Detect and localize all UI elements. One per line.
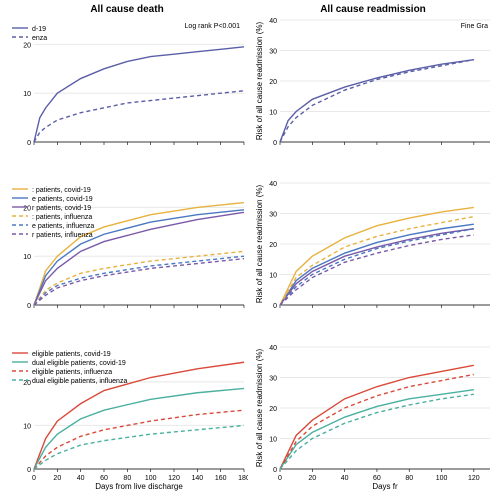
panel-r3c2: 0 10 20 30 40 0 20 40 60 80 100 120 Risk of all caus… [252,333,494,494]
chart-svg: 0 10 20 30 40 Risk of all cause readmission (… [252,169,494,327]
svg-text:Log rank P<0.001: Log rank P<0.001 [185,23,241,30]
svg-text:: patients, covid-19: : patients, covid-19 [32,187,91,194]
panel-r2c1: 01020: patients, covid-19e patients, cov… [6,169,248,330]
svg-text:20: 20 [269,79,277,86]
panel-r2c2: 0 10 20 30 40 Risk of all cause readmission (… [252,169,494,330]
svg-text:160: 160 [215,475,227,482]
svg-text:120: 120 [468,475,480,482]
svg-text:10: 10 [23,91,31,98]
svg-text:140: 140 [191,475,203,482]
svg-text:enza: enza [32,35,47,42]
svg-text:30: 30 [269,212,277,219]
col-title-right: All cause readmission [252,4,494,15]
svg-text:e patients, covid-19: e patients, covid-19 [32,196,93,203]
svg-text:Risk of all cause readmission: Risk of all cause readmission (%) [255,22,264,141]
panel-r1c2: All cause readmission 0 10 20 30 40 Risk of a… [252,6,494,167]
svg-text:eligible patients, influenza: eligible patients, influenza [32,369,112,376]
panel-r1c1: All cause death 0 10 20 Log rank P<0.001 d-1… [6,6,248,167]
svg-text:100: 100 [436,475,448,482]
svg-text:Days fr: Days fr [372,482,398,491]
svg-text:180: 180 [238,475,248,482]
svg-text:20: 20 [23,380,31,387]
svg-text:0: 0 [273,467,277,474]
svg-text:0: 0 [273,140,277,147]
svg-text:0: 0 [27,467,31,474]
svg-text:20: 20 [53,475,61,482]
svg-text:eligible patients, covid-19: eligible patients, covid-19 [32,351,111,358]
svg-text:20: 20 [269,406,277,413]
svg-text:60: 60 [373,475,381,482]
svg-text:100: 100 [145,475,157,482]
svg-text:20: 20 [23,42,31,49]
svg-text:40: 40 [341,475,349,482]
svg-text:60: 60 [100,475,108,482]
svg-text:0: 0 [27,303,31,310]
svg-text:0: 0 [32,475,36,482]
svg-text:Risk of all cause readmission: Risk of all cause readmission (%) [255,185,264,304]
svg-text:40: 40 [269,18,277,25]
svg-text:40: 40 [269,181,277,188]
chart-grid: All cause death 0 10 20 Log rank P<0.001 d-1… [6,6,494,494]
chart-svg: 0 10 20 30 40 Risk of all cause readmission (… [252,6,494,164]
svg-text:120: 120 [168,475,180,482]
svg-text:d-19: d-19 [32,26,46,33]
svg-text:80: 80 [123,475,131,482]
panel-r3c1: 0 10 20 0 20 40 60 80 100 120 140 160 180 Days from l… [6,333,248,494]
svg-text:e patients, influenza: e patients, influenza [32,223,94,230]
svg-text:40: 40 [269,345,277,352]
chart-svg: 01020: patients, covid-19e patients, cov… [6,169,248,327]
svg-text:80: 80 [405,475,413,482]
svg-text:dual eligible patients, influe: dual eligible patients, influenza [32,378,127,385]
svg-text:r patients, influenza: r patients, influenza [32,232,93,239]
svg-text:Risk of all cause readmission: Risk of all cause readmission (%) [255,348,264,467]
svg-text:20: 20 [308,475,316,482]
svg-text:Fine Gra: Fine Gra [461,23,488,30]
svg-text:10: 10 [23,255,31,262]
svg-text:10: 10 [269,273,277,280]
svg-text:0: 0 [27,140,31,147]
svg-text:20: 20 [269,242,277,249]
chart-svg: 0 10 20 30 40 0 20 40 60 80 100 120 Risk of all caus… [252,333,494,491]
svg-text:10: 10 [269,436,277,443]
svg-text:r patients, covid-19: r patients, covid-19 [32,205,91,212]
svg-text:0: 0 [278,475,282,482]
svg-text:dual eligible patients, covid-: dual eligible patients, covid-19 [32,360,126,367]
svg-text:0: 0 [273,303,277,310]
chart-svg: 0 10 20 Log rank P<0.001 d-19 enza [6,6,248,164]
svg-text:10: 10 [269,110,277,117]
chart-svg: 0 10 20 0 20 40 60 80 100 120 140 160 180 Days from l… [6,333,248,491]
svg-text:Days from live discharge: Days from live discharge [95,482,183,491]
col-title-left: All cause death [6,4,248,15]
svg-text:: patients, influenza: : patients, influenza [32,214,92,221]
svg-text:30: 30 [269,49,277,56]
svg-text:30: 30 [269,375,277,382]
svg-text:40: 40 [77,475,85,482]
svg-text:10: 10 [23,423,31,430]
